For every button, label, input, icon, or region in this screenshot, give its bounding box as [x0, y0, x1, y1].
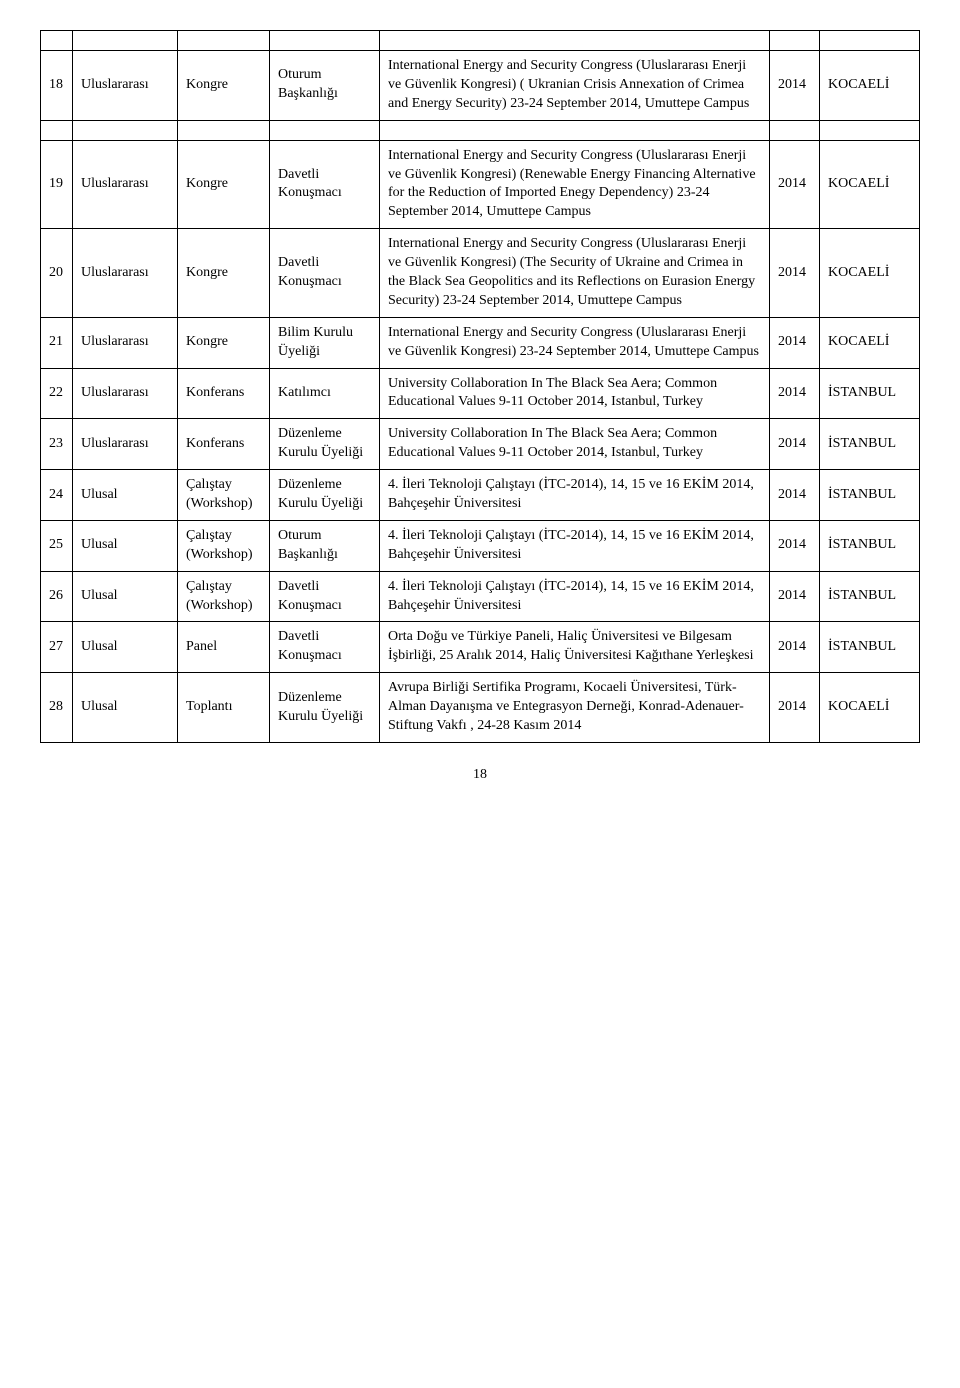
row-year: 2014	[770, 317, 820, 368]
table-row: 20UluslararasıKongreDavetli KonuşmacıInt…	[41, 229, 920, 318]
row-num: 27	[41, 622, 73, 673]
table-row: 28UlusalToplantıDüzenleme Kurulu Üyeliği…	[41, 673, 920, 743]
row-num: 19	[41, 140, 73, 229]
row-loc: KOCAELİ	[820, 673, 920, 743]
row-scope: Ulusal	[73, 470, 178, 521]
row-desc: International Energy and Security Congre…	[380, 317, 770, 368]
row-num: 18	[41, 51, 73, 121]
table-row: 19UluslararasıKongreDavetli KonuşmacıInt…	[41, 140, 920, 229]
row-loc: İSTANBUL	[820, 419, 920, 470]
row-desc: 4. İleri Teknoloji Çalıştayı (İTC-2014),…	[380, 470, 770, 521]
row-type: Çalıştay (Workshop)	[178, 520, 270, 571]
table-row: 27UlusalPanelDavetli KonuşmacıOrta Doğu …	[41, 622, 920, 673]
row-loc: KOCAELİ	[820, 229, 920, 318]
row-num: 23	[41, 419, 73, 470]
row-role: Davetli Konuşmacı	[270, 622, 380, 673]
row-desc: University Collaboration In The Black Se…	[380, 368, 770, 419]
row-role: Katılımcı	[270, 368, 380, 419]
row-type: Çalıştay (Workshop)	[178, 470, 270, 521]
row-scope: Uluslararası	[73, 368, 178, 419]
table-header-blank	[41, 31, 920, 51]
row-role: Oturum Başkanlığı	[270, 520, 380, 571]
row-role: Bilim Kurulu Üyeliği	[270, 317, 380, 368]
row-desc: University Collaboration In The Black Se…	[380, 419, 770, 470]
row-type: Panel	[178, 622, 270, 673]
row-scope: Uluslararası	[73, 229, 178, 318]
row-num: 21	[41, 317, 73, 368]
row-role: Oturum Başkanlığı	[270, 51, 380, 121]
row-year: 2014	[770, 51, 820, 121]
row-type: Konferans	[178, 419, 270, 470]
row-type: Kongre	[178, 140, 270, 229]
row-type: Kongre	[178, 51, 270, 121]
row-type: Toplantı	[178, 673, 270, 743]
page-number: 18	[40, 767, 920, 783]
row-role: Düzenleme Kurulu Üyeliği	[270, 673, 380, 743]
row-loc: İSTANBUL	[820, 520, 920, 571]
row-role: Düzenleme Kurulu Üyeliği	[270, 419, 380, 470]
row-type: Çalıştay (Workshop)	[178, 571, 270, 622]
row-type: Konferans	[178, 368, 270, 419]
table-row: 26UlusalÇalıştay (Workshop)Davetli Konuş…	[41, 571, 920, 622]
table-gap-row	[41, 120, 920, 140]
row-scope: Ulusal	[73, 622, 178, 673]
row-loc: İSTANBUL	[820, 622, 920, 673]
row-type: Kongre	[178, 317, 270, 368]
row-year: 2014	[770, 368, 820, 419]
row-year: 2014	[770, 470, 820, 521]
row-year: 2014	[770, 419, 820, 470]
row-num: 22	[41, 368, 73, 419]
table-row: 22UluslararasıKonferansKatılımcıUniversi…	[41, 368, 920, 419]
table-row: 25UlusalÇalıştay (Workshop)Oturum Başkan…	[41, 520, 920, 571]
row-role: Davetli Konuşmacı	[270, 229, 380, 318]
row-scope: Uluslararası	[73, 140, 178, 229]
row-desc: International Energy and Security Congre…	[380, 229, 770, 318]
row-scope: Uluslararası	[73, 419, 178, 470]
row-scope: Ulusal	[73, 673, 178, 743]
table-row: 18UluslararasıKongreOturum BaşkanlığıInt…	[41, 51, 920, 121]
row-scope: Uluslararası	[73, 51, 178, 121]
row-desc: 4. İleri Teknoloji Çalıştayı (İTC-2014),…	[380, 520, 770, 571]
row-num: 24	[41, 470, 73, 521]
row-num: 26	[41, 571, 73, 622]
row-num: 28	[41, 673, 73, 743]
row-year: 2014	[770, 622, 820, 673]
row-num: 20	[41, 229, 73, 318]
row-role: Düzenleme Kurulu Üyeliği	[270, 470, 380, 521]
row-loc: KOCAELİ	[820, 140, 920, 229]
row-loc: KOCAELİ	[820, 51, 920, 121]
row-desc: International Energy and Security Congre…	[380, 51, 770, 121]
row-loc: İSTANBUL	[820, 470, 920, 521]
row-desc: Avrupa Birliği Sertifika Programı, Kocae…	[380, 673, 770, 743]
row-type: Kongre	[178, 229, 270, 318]
row-loc: İSTANBUL	[820, 368, 920, 419]
table-row: 23UluslararasıKonferansDüzenleme Kurulu …	[41, 419, 920, 470]
table-row: 21UluslararasıKongreBilim Kurulu Üyeliği…	[41, 317, 920, 368]
row-scope: Ulusal	[73, 571, 178, 622]
row-loc: KOCAELİ	[820, 317, 920, 368]
row-year: 2014	[770, 673, 820, 743]
row-scope: Uluslararası	[73, 317, 178, 368]
row-desc: 4. İleri Teknoloji Çalıştayı (İTC-2014),…	[380, 571, 770, 622]
row-year: 2014	[770, 140, 820, 229]
row-role: Davetli Konuşmacı	[270, 140, 380, 229]
row-desc: International Energy and Security Congre…	[380, 140, 770, 229]
activities-table: 18UluslararasıKongreOturum BaşkanlığıInt…	[40, 30, 920, 743]
row-num: 25	[41, 520, 73, 571]
row-year: 2014	[770, 571, 820, 622]
row-desc: Orta Doğu ve Türkiye Paneli, Haliç Ünive…	[380, 622, 770, 673]
row-year: 2014	[770, 229, 820, 318]
row-loc: İSTANBUL	[820, 571, 920, 622]
row-scope: Ulusal	[73, 520, 178, 571]
table-row: 24UlusalÇalıştay (Workshop)Düzenleme Kur…	[41, 470, 920, 521]
row-year: 2014	[770, 520, 820, 571]
row-role: Davetli Konuşmacı	[270, 571, 380, 622]
